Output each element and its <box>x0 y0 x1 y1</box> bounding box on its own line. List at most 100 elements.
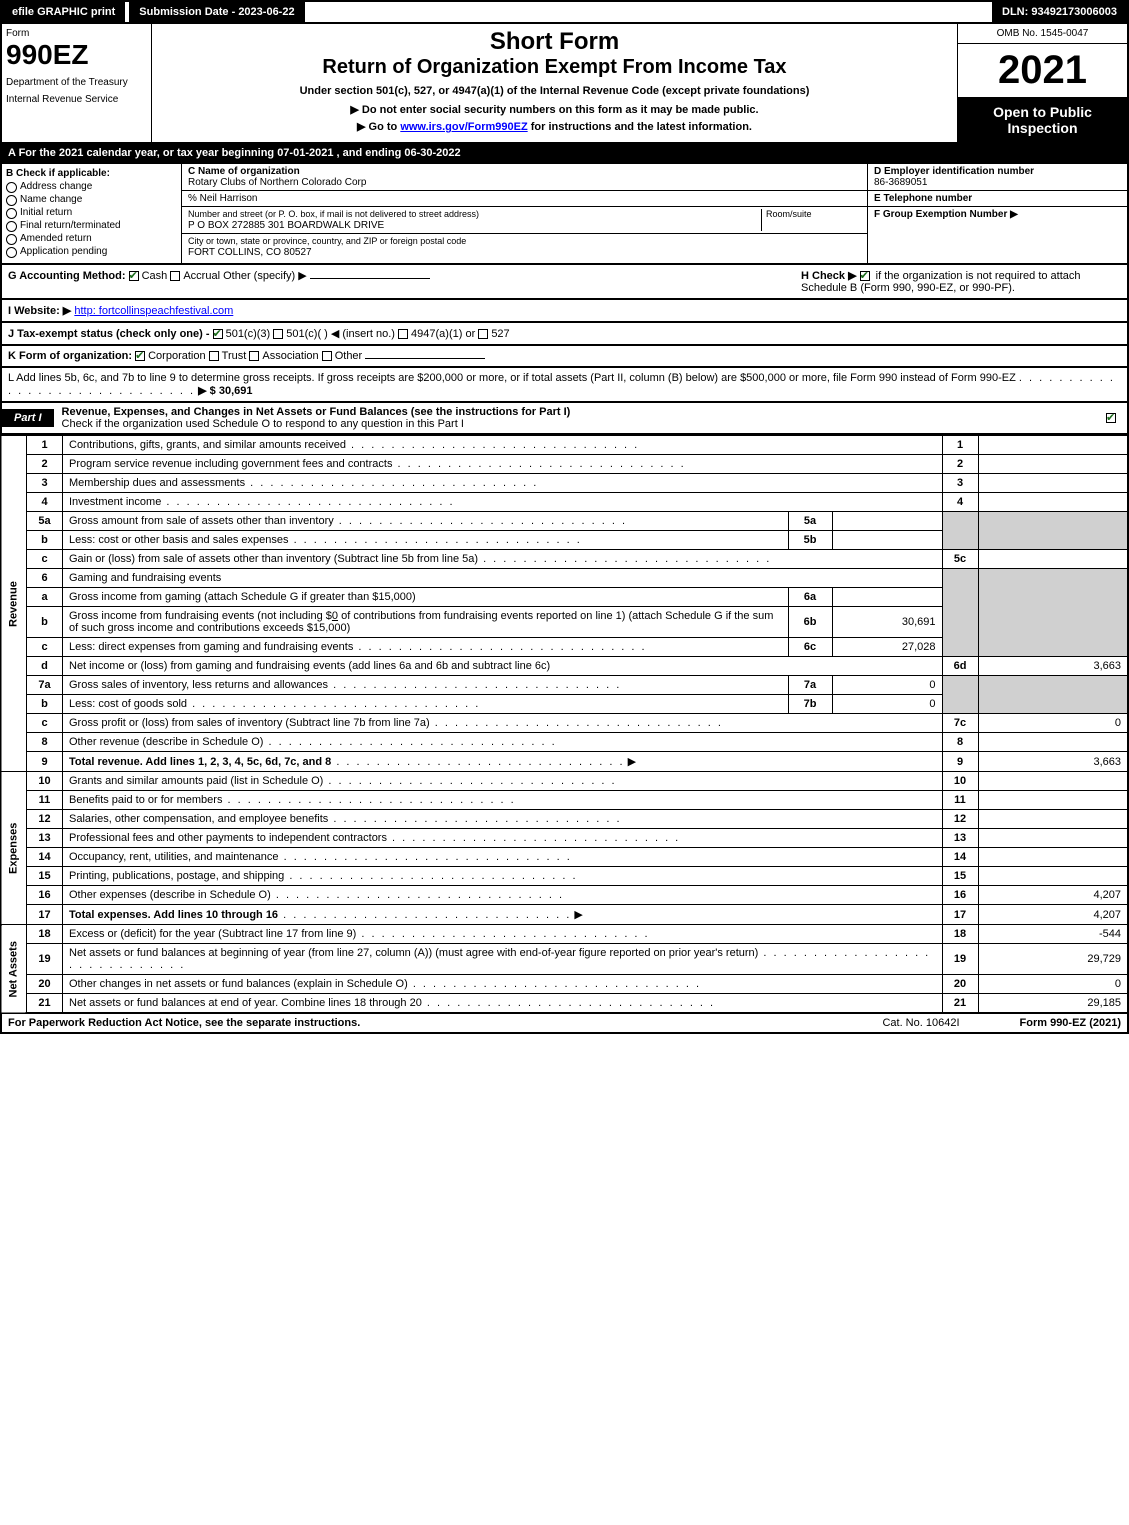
room-label: Room/suite <box>766 209 812 219</box>
v19: 29,729 <box>978 944 1128 975</box>
rn-21: 21 <box>942 994 978 1014</box>
ln-8: 8 <box>27 733 63 752</box>
footer-catno: Cat. No. 10642I <box>882 1017 959 1029</box>
ln-16: 16 <box>27 886 63 905</box>
ln-18: 18 <box>27 925 63 944</box>
chk-name-change[interactable]: Name change <box>6 194 177 205</box>
dept-irs: Internal Revenue Service <box>6 94 147 105</box>
chk-501c3[interactable] <box>213 329 223 339</box>
l17-desc: Total expenses. Add lines 10 through 16 <box>69 909 278 921</box>
rn-12: 12 <box>942 810 978 829</box>
ln-11: 11 <box>27 791 63 810</box>
v21: 29,185 <box>978 994 1128 1014</box>
sub-5b: 5b <box>788 531 832 550</box>
rn-13: 13 <box>942 829 978 848</box>
col-b: B Check if applicable: Address change Na… <box>2 164 182 263</box>
section-bcdef: B Check if applicable: Address change Na… <box>0 164 1129 265</box>
l20-desc: Other changes in net assets or fund bala… <box>69 978 408 990</box>
care-of: % Neil Harrison <box>188 193 257 204</box>
chk-527[interactable] <box>478 329 488 339</box>
row-a-tax-year: A For the 2021 calendar year, or tax yea… <box>0 144 1129 164</box>
k-other: Other <box>335 350 363 362</box>
chk-other-org[interactable] <box>322 351 332 361</box>
k-other-input[interactable] <box>365 358 485 359</box>
v16: 4,207 <box>978 886 1128 905</box>
l6a-desc: Gross income from gaming (attach Schedul… <box>69 591 416 603</box>
chk-part1-schedule-o[interactable] <box>1106 413 1116 423</box>
chk-amended-return[interactable]: Amended return <box>6 233 177 244</box>
l13-desc: Professional fees and other payments to … <box>69 832 387 844</box>
l7b-desc: Less: cost of goods sold <box>69 698 187 710</box>
chk-4947[interactable] <box>398 329 408 339</box>
irs-link[interactable]: www.irs.gov/Form990EZ <box>400 121 527 133</box>
rn-5c: 5c <box>942 550 978 569</box>
street-label: Number and street (or P. O. box, if mail… <box>188 209 479 219</box>
l21-desc: Net assets or fund balances at end of ye… <box>69 997 422 1009</box>
ln-5b: b <box>27 531 63 550</box>
j-501c3: 501(c)(3) <box>226 328 271 340</box>
d-label: D Employer identification number <box>874 166 1121 177</box>
ln-6b: b <box>27 607 63 638</box>
chk-cash[interactable] <box>129 271 139 281</box>
bullet-goto: ▶ Go to www.irs.gov/Form990EZ for instru… <box>156 120 953 133</box>
ln-6d: d <box>27 657 63 676</box>
submission-date: Submission Date - 2023-06-22 <box>129 2 304 22</box>
chk-501c[interactable] <box>273 329 283 339</box>
j-4947: 4947(a)(1) or <box>411 328 475 340</box>
open-inspection: Open to Public Inspection <box>958 98 1127 142</box>
ln-4: 4 <box>27 493 63 512</box>
ln-7b: b <box>27 695 63 714</box>
footer-left: For Paperwork Reduction Act Notice, see … <box>8 1017 360 1029</box>
rn-11: 11 <box>942 791 978 810</box>
l14-desc: Occupancy, rent, utilities, and maintena… <box>69 851 279 863</box>
ln-13: 13 <box>27 829 63 848</box>
other-input[interactable] <box>310 278 430 279</box>
website-link[interactable]: http: fortcollinspeachfestival.com <box>74 305 233 317</box>
chk-address-change[interactable]: Address change <box>6 181 177 192</box>
chk-assoc[interactable] <box>249 351 259 361</box>
l3-desc: Membership dues and assessments <box>69 477 245 489</box>
rn-9: 9 <box>942 752 978 772</box>
org-name: Rotary Clubs of Northern Colorado Corp <box>188 177 366 188</box>
part1-checkbox-wrap <box>1098 409 1127 427</box>
chk-h[interactable] <box>860 271 870 281</box>
c-name-label: C Name of organization <box>188 166 300 177</box>
chk-corp[interactable] <box>135 351 145 361</box>
rn-18: 18 <box>942 925 978 944</box>
l-arrow: ▶ $ 30,691 <box>198 385 252 397</box>
form-header: Form 990EZ Department of the Treasury In… <box>0 24 1129 144</box>
ln-1: 1 <box>27 436 63 455</box>
l5a-desc: Gross amount from sale of assets other t… <box>69 515 334 527</box>
l16-desc: Other expenses (describe in Schedule O) <box>69 889 271 901</box>
chk-trust[interactable] <box>209 351 219 361</box>
chk-final-return[interactable]: Final return/terminated <box>6 220 177 231</box>
ln-5c: c <box>27 550 63 569</box>
sub-7a: 7a <box>788 676 832 695</box>
efile-label[interactable]: efile GRAPHIC print <box>2 2 125 22</box>
sv-5a <box>832 512 942 531</box>
city: FORT COLLINS, CO 80527 <box>188 247 312 258</box>
v7c: 0 <box>978 714 1128 733</box>
shade-6-v <box>978 569 1128 657</box>
page-footer: For Paperwork Reduction Act Notice, see … <box>0 1014 1129 1034</box>
footer-form: Form 990-EZ (2021) <box>1020 1017 1121 1029</box>
ln-6a: a <box>27 588 63 607</box>
rn-2: 2 <box>942 455 978 474</box>
l6-desc: Gaming and fundraising events <box>69 572 221 584</box>
dept-treasury: Department of the Treasury <box>6 77 147 88</box>
goto-post: for instructions and the latest informat… <box>528 121 752 133</box>
j-527: 527 <box>491 328 509 340</box>
chk-application-pending[interactable]: Application pending <box>6 246 177 257</box>
chk-accrual[interactable] <box>170 271 180 281</box>
v5c <box>978 550 1128 569</box>
sv-7b: 0 <box>832 695 942 714</box>
section-i: I Website: ▶ http: fortcollinspeachfesti… <box>0 300 1129 323</box>
h-schedule-b: H Check ▶ if the organization is not req… <box>801 269 1121 294</box>
v14 <box>978 848 1128 867</box>
ln-7c: c <box>27 714 63 733</box>
chk-initial-return[interactable]: Initial return <box>6 207 177 218</box>
rn-1: 1 <box>942 436 978 455</box>
rn-15: 15 <box>942 867 978 886</box>
shade-5ab-v <box>978 512 1128 550</box>
section-gh: G Accounting Method: Cash Accrual Other … <box>0 265 1129 300</box>
